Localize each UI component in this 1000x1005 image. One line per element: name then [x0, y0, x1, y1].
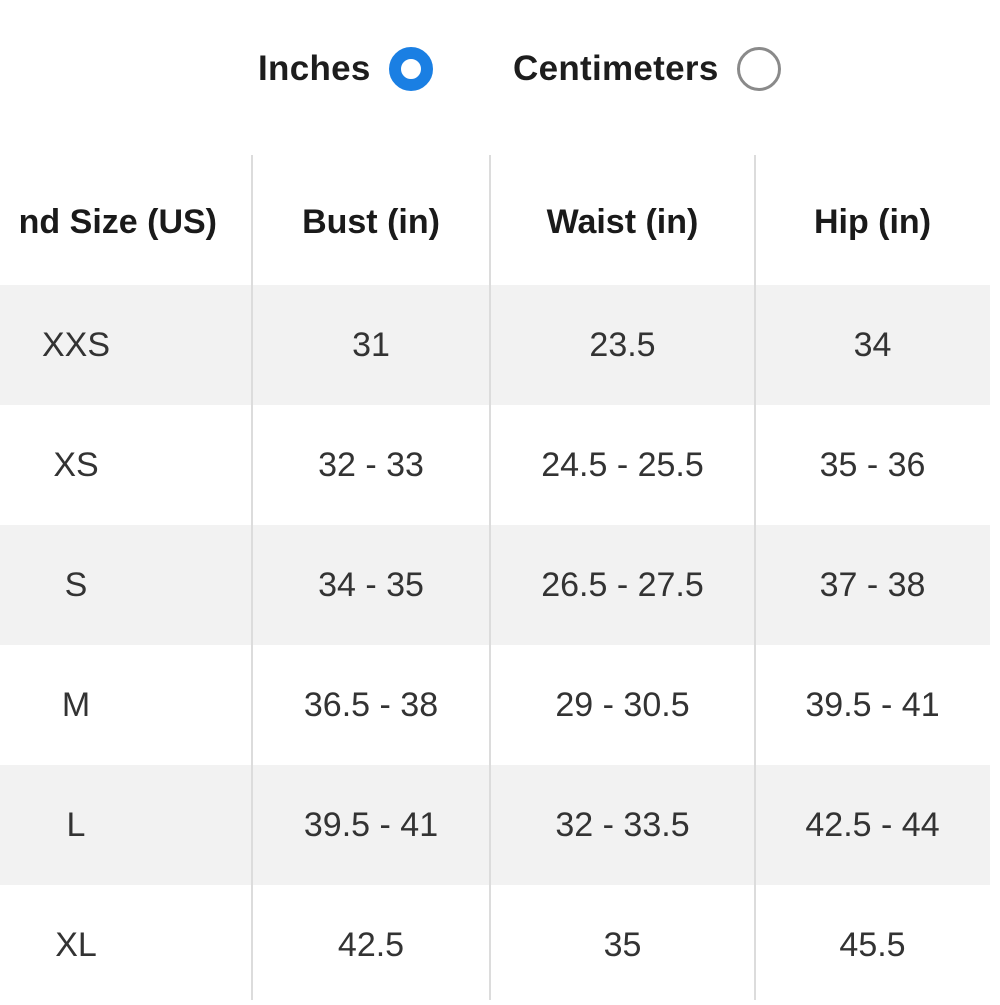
cell-hip: 39.5 - 41 [805, 685, 940, 724]
column-divider [489, 155, 491, 1000]
table-row: XS 32 - 33 24.5 - 25.5 35 - 36 [0, 405, 990, 525]
unit-option-centimeters[interactable]: Centimeters [513, 44, 781, 94]
cell-waist: 32 - 33.5 [555, 805, 690, 844]
cell-waist: 35 [603, 925, 642, 964]
cell-hip: 37 - 38 [819, 565, 926, 604]
cell-size: S [64, 565, 88, 604]
cell-hip: 35 - 36 [819, 445, 926, 484]
unit-selector: Inches Centimeters [0, 44, 1000, 94]
header-bust: Bust (in) [302, 203, 440, 241]
cell-size: XS [53, 445, 99, 484]
cell-hip: 42.5 - 44 [805, 805, 940, 844]
cell-waist: 29 - 30.5 [555, 685, 690, 724]
header-hip: Hip (in) [813, 203, 932, 241]
cell-size: XL [55, 925, 97, 964]
cell-bust: 31 [352, 325, 390, 364]
table-row: XXS 31 23.5 34 [0, 285, 990, 405]
cell-hip: 34 [853, 325, 892, 364]
table-row: S 34 - 35 26.5 - 27.5 37 - 38 [0, 525, 990, 645]
cell-bust: 39.5 - 41 [303, 805, 439, 844]
cell-bust: 42.5 [337, 925, 405, 964]
header-waist: Waist (in) [546, 203, 699, 241]
column-divider [754, 155, 756, 1000]
cell-size: L [66, 805, 86, 844]
table-row: XL 42.5 35 45.5 [0, 885, 990, 1005]
radio-unselected-icon[interactable] [736, 47, 781, 91]
unit-option-inches[interactable]: Inches [258, 44, 433, 94]
table-row: M 36.5 - 38 29 - 30.5 39.5 - 41 [0, 645, 990, 765]
column-divider [251, 155, 253, 1000]
radio-selected-icon[interactable] [388, 47, 433, 91]
cell-size: XXS [41, 325, 111, 364]
cell-waist: 26.5 - 27.5 [541, 565, 704, 604]
cell-waist: 24.5 - 25.5 [541, 445, 704, 484]
unit-label-inches: Inches [258, 49, 371, 88]
cell-size: M [61, 685, 91, 724]
cell-hip: 45.5 [839, 925, 906, 964]
table-header-row: nd Size (US) Bust (in) Waist (in) Hip (i… [0, 160, 990, 285]
cell-waist: 23.5 [589, 325, 656, 364]
table-row: L 39.5 - 41 32 - 33.5 42.5 - 44 [0, 765, 990, 885]
header-size: nd Size (US) [18, 203, 217, 241]
cell-bust: 34 - 35 [318, 565, 424, 604]
cell-bust: 36.5 - 38 [303, 685, 439, 724]
cell-bust: 32 - 33 [318, 445, 424, 484]
unit-label-centimeters: Centimeters [513, 49, 719, 88]
